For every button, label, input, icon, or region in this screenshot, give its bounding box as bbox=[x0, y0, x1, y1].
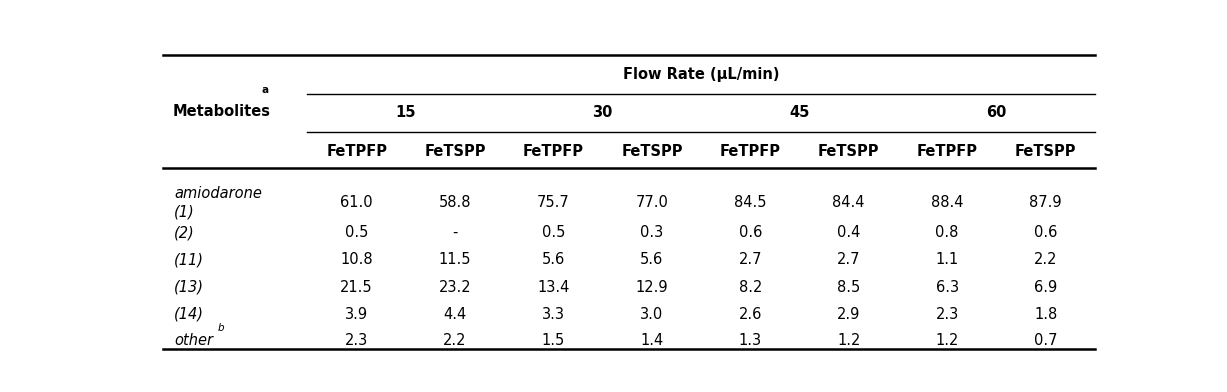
Text: 0.3: 0.3 bbox=[640, 225, 664, 240]
Text: 88.4: 88.4 bbox=[931, 195, 963, 210]
Text: -: - bbox=[453, 225, 458, 240]
Text: 12.9: 12.9 bbox=[636, 279, 669, 294]
Text: 87.9: 87.9 bbox=[1029, 195, 1061, 210]
Text: 3.0: 3.0 bbox=[640, 307, 664, 322]
Text: 0.6: 0.6 bbox=[1034, 225, 1058, 240]
Text: 1.4: 1.4 bbox=[640, 333, 664, 348]
Text: 23.2: 23.2 bbox=[439, 279, 471, 294]
Text: 0.5: 0.5 bbox=[542, 225, 566, 240]
Text: (14): (14) bbox=[174, 307, 204, 322]
Text: (11): (11) bbox=[174, 252, 204, 267]
Text: 0.6: 0.6 bbox=[739, 225, 762, 240]
Text: 21.5: 21.5 bbox=[340, 279, 373, 294]
Text: Metabolites: Metabolites bbox=[172, 103, 270, 119]
Text: 8.2: 8.2 bbox=[739, 279, 762, 294]
Text: 1.3: 1.3 bbox=[739, 333, 762, 348]
Text: 13.4: 13.4 bbox=[537, 279, 569, 294]
Text: 60: 60 bbox=[987, 105, 1006, 120]
Text: FeTSPP: FeTSPP bbox=[425, 144, 486, 159]
Text: b: b bbox=[218, 323, 225, 333]
Text: 75.7: 75.7 bbox=[537, 195, 569, 210]
Text: 0.5: 0.5 bbox=[345, 225, 368, 240]
Text: 1.2: 1.2 bbox=[837, 333, 860, 348]
Text: other: other bbox=[174, 333, 213, 348]
Text: (13): (13) bbox=[174, 279, 204, 294]
Text: 2.3: 2.3 bbox=[935, 307, 958, 322]
Text: amiodarone: amiodarone bbox=[174, 186, 263, 201]
Text: 2.7: 2.7 bbox=[837, 252, 860, 267]
Text: FeTPFP: FeTPFP bbox=[326, 144, 388, 159]
Text: FeTSPP: FeTSPP bbox=[621, 144, 682, 159]
Text: Flow Rate (μL/min): Flow Rate (μL/min) bbox=[623, 67, 779, 82]
Text: 2.3: 2.3 bbox=[345, 333, 368, 348]
Text: 0.4: 0.4 bbox=[837, 225, 860, 240]
Text: FeTPFP: FeTPFP bbox=[917, 144, 978, 159]
Text: 1.8: 1.8 bbox=[1034, 307, 1058, 322]
Text: FeTSPP: FeTSPP bbox=[1015, 144, 1076, 159]
Text: 58.8: 58.8 bbox=[439, 195, 471, 210]
Text: 1.5: 1.5 bbox=[542, 333, 566, 348]
Text: 2.7: 2.7 bbox=[739, 252, 762, 267]
Text: 3.9: 3.9 bbox=[345, 307, 368, 322]
Text: FeTPFP: FeTPFP bbox=[720, 144, 780, 159]
Text: 4.4: 4.4 bbox=[443, 307, 466, 322]
Text: FeTSPP: FeTSPP bbox=[818, 144, 880, 159]
Text: (1): (1) bbox=[174, 204, 195, 219]
Text: 1.1: 1.1 bbox=[935, 252, 958, 267]
Text: 5.6: 5.6 bbox=[640, 252, 664, 267]
Text: 30: 30 bbox=[593, 105, 612, 120]
Text: a: a bbox=[261, 85, 269, 95]
Text: FeTPFP: FeTPFP bbox=[523, 144, 584, 159]
Text: 84.5: 84.5 bbox=[734, 195, 767, 210]
Text: 2.2: 2.2 bbox=[443, 333, 466, 348]
Text: 8.5: 8.5 bbox=[837, 279, 860, 294]
Text: 61.0: 61.0 bbox=[340, 195, 373, 210]
Text: (2): (2) bbox=[174, 225, 195, 240]
Text: 77.0: 77.0 bbox=[636, 195, 669, 210]
Text: 3.3: 3.3 bbox=[542, 307, 564, 322]
Text: 2.2: 2.2 bbox=[1034, 252, 1058, 267]
Text: 45: 45 bbox=[789, 105, 810, 120]
Text: 1.2: 1.2 bbox=[935, 333, 958, 348]
Text: 15: 15 bbox=[395, 105, 416, 120]
Text: 0.7: 0.7 bbox=[1034, 333, 1058, 348]
Text: 84.4: 84.4 bbox=[832, 195, 865, 210]
Text: 0.8: 0.8 bbox=[935, 225, 958, 240]
Text: 10.8: 10.8 bbox=[340, 252, 373, 267]
Text: 6.3: 6.3 bbox=[936, 279, 958, 294]
Text: 11.5: 11.5 bbox=[439, 252, 471, 267]
Text: 2.6: 2.6 bbox=[739, 307, 762, 322]
Text: 5.6: 5.6 bbox=[542, 252, 566, 267]
Text: 2.9: 2.9 bbox=[837, 307, 860, 322]
Text: 6.9: 6.9 bbox=[1034, 279, 1058, 294]
